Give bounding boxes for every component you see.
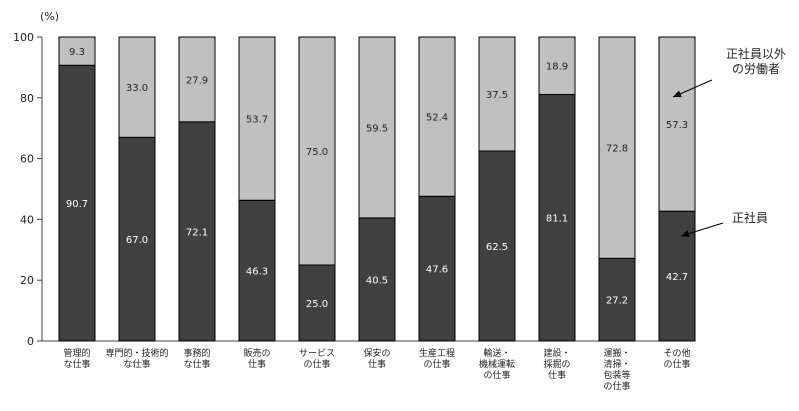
bar-segment-regular bbox=[58, 64, 96, 342]
data-label-regular: 67.0 bbox=[126, 235, 148, 246]
bar-segment-regular bbox=[418, 195, 456, 342]
category-label: サービス bbox=[299, 348, 335, 359]
data-label-regular: 42.7 bbox=[666, 272, 688, 283]
bar-segment-non-regular bbox=[658, 36, 696, 212]
y-tick-label: 20 bbox=[20, 274, 34, 287]
data-label-non-regular: 33.0 bbox=[126, 83, 148, 94]
bar-segment-non-regular bbox=[298, 36, 336, 266]
data-label-regular: 72.1 bbox=[186, 227, 208, 238]
bar-segment-regular bbox=[658, 210, 696, 342]
bar-segment-regular bbox=[538, 93, 576, 342]
y-tick-label: 0 bbox=[27, 335, 34, 348]
y-tick-label: 60 bbox=[20, 153, 34, 166]
bar-segment-regular bbox=[298, 264, 336, 342]
bar-segment-regular bbox=[358, 217, 396, 342]
category-label: 管理的 bbox=[63, 347, 90, 359]
data-label-non-regular: 52.4 bbox=[426, 113, 448, 124]
bar-segment-non-regular bbox=[58, 36, 96, 66]
data-label-non-regular: 27.9 bbox=[186, 75, 208, 86]
data-label-regular: 47.6 bbox=[426, 265, 448, 276]
data-label-regular: 27.2 bbox=[606, 296, 628, 307]
category-label: その他 bbox=[663, 347, 690, 359]
data-label-non-regular: 72.8 bbox=[606, 144, 628, 155]
category-label: の仕事 bbox=[603, 380, 630, 392]
series-annotation-label: 正社員以外 bbox=[726, 46, 786, 61]
data-label-non-regular: 75.0 bbox=[306, 147, 328, 158]
data-label-regular: 81.1 bbox=[546, 214, 568, 225]
bar-segment-non-regular bbox=[598, 36, 636, 259]
category-label: 保安の bbox=[363, 347, 390, 359]
category-label: 仕事 bbox=[368, 358, 386, 370]
category-label: の仕事 bbox=[423, 358, 450, 370]
bar-segment-non-regular bbox=[118, 36, 156, 138]
bar-segment-non-regular bbox=[478, 36, 516, 152]
y-tick-label: 100 bbox=[13, 31, 34, 44]
category-label: 仕事 bbox=[548, 369, 566, 381]
category-label: 機械運転 bbox=[479, 358, 515, 370]
bar-segment-non-regular bbox=[238, 36, 276, 201]
annotation-arrowhead bbox=[673, 90, 682, 98]
category-label: な仕事 bbox=[123, 358, 150, 370]
bar-segment-non-regular bbox=[418, 36, 456, 197]
y-axis-unit-label: (%) bbox=[40, 10, 59, 23]
series-annotation-label: 正社員 bbox=[732, 210, 768, 225]
data-label-non-regular: 53.7 bbox=[246, 115, 268, 126]
category-label: 運搬・ bbox=[603, 347, 630, 359]
category-label: な仕事 bbox=[183, 358, 210, 370]
bar-segment-regular bbox=[178, 121, 216, 342]
data-label-regular: 25.0 bbox=[306, 299, 328, 310]
data-label-regular: 62.5 bbox=[486, 242, 508, 253]
bar-segment-regular bbox=[118, 136, 156, 342]
y-tick-label: 40 bbox=[20, 213, 34, 226]
bar-segment-non-regular bbox=[538, 36, 576, 95]
series-annotation-label: の労働者 bbox=[732, 62, 780, 76]
category-label: 事務的 bbox=[183, 347, 210, 359]
category-label: 生産工程 bbox=[419, 347, 455, 359]
category-label: 仕事 bbox=[248, 358, 266, 370]
category-label: 専門的・技術的 bbox=[105, 347, 168, 359]
data-label-regular: 46.3 bbox=[246, 267, 268, 278]
bar-segment-non-regular bbox=[178, 36, 216, 123]
category-label: 採掘の bbox=[543, 358, 570, 370]
data-label-non-regular: 59.5 bbox=[366, 123, 388, 134]
category-label: 清掃・ bbox=[603, 358, 630, 370]
category-label: 輸送・ bbox=[483, 347, 510, 359]
data-label-regular: 40.5 bbox=[366, 275, 388, 286]
data-label-regular: 90.7 bbox=[66, 199, 88, 210]
data-label-non-regular: 57.3 bbox=[666, 120, 688, 131]
category-label: 販売の bbox=[243, 347, 270, 359]
category-label: の仕事 bbox=[663, 358, 690, 370]
y-tick-label: 80 bbox=[20, 92, 34, 105]
bar-segment-non-regular bbox=[358, 36, 396, 219]
category-label: 建設・ bbox=[543, 347, 570, 359]
category-label: 包装等 bbox=[603, 369, 630, 381]
data-label-non-regular: 9.3 bbox=[69, 47, 85, 58]
category-label: の仕事 bbox=[303, 358, 330, 370]
category-label: の仕事 bbox=[483, 369, 510, 381]
bar-segment-regular bbox=[598, 257, 636, 342]
data-label-non-regular: 18.9 bbox=[546, 62, 568, 73]
category-label: な仕事 bbox=[63, 358, 90, 370]
annotation-arrowhead bbox=[681, 230, 690, 237]
data-label-non-regular: 37.5 bbox=[486, 90, 508, 101]
